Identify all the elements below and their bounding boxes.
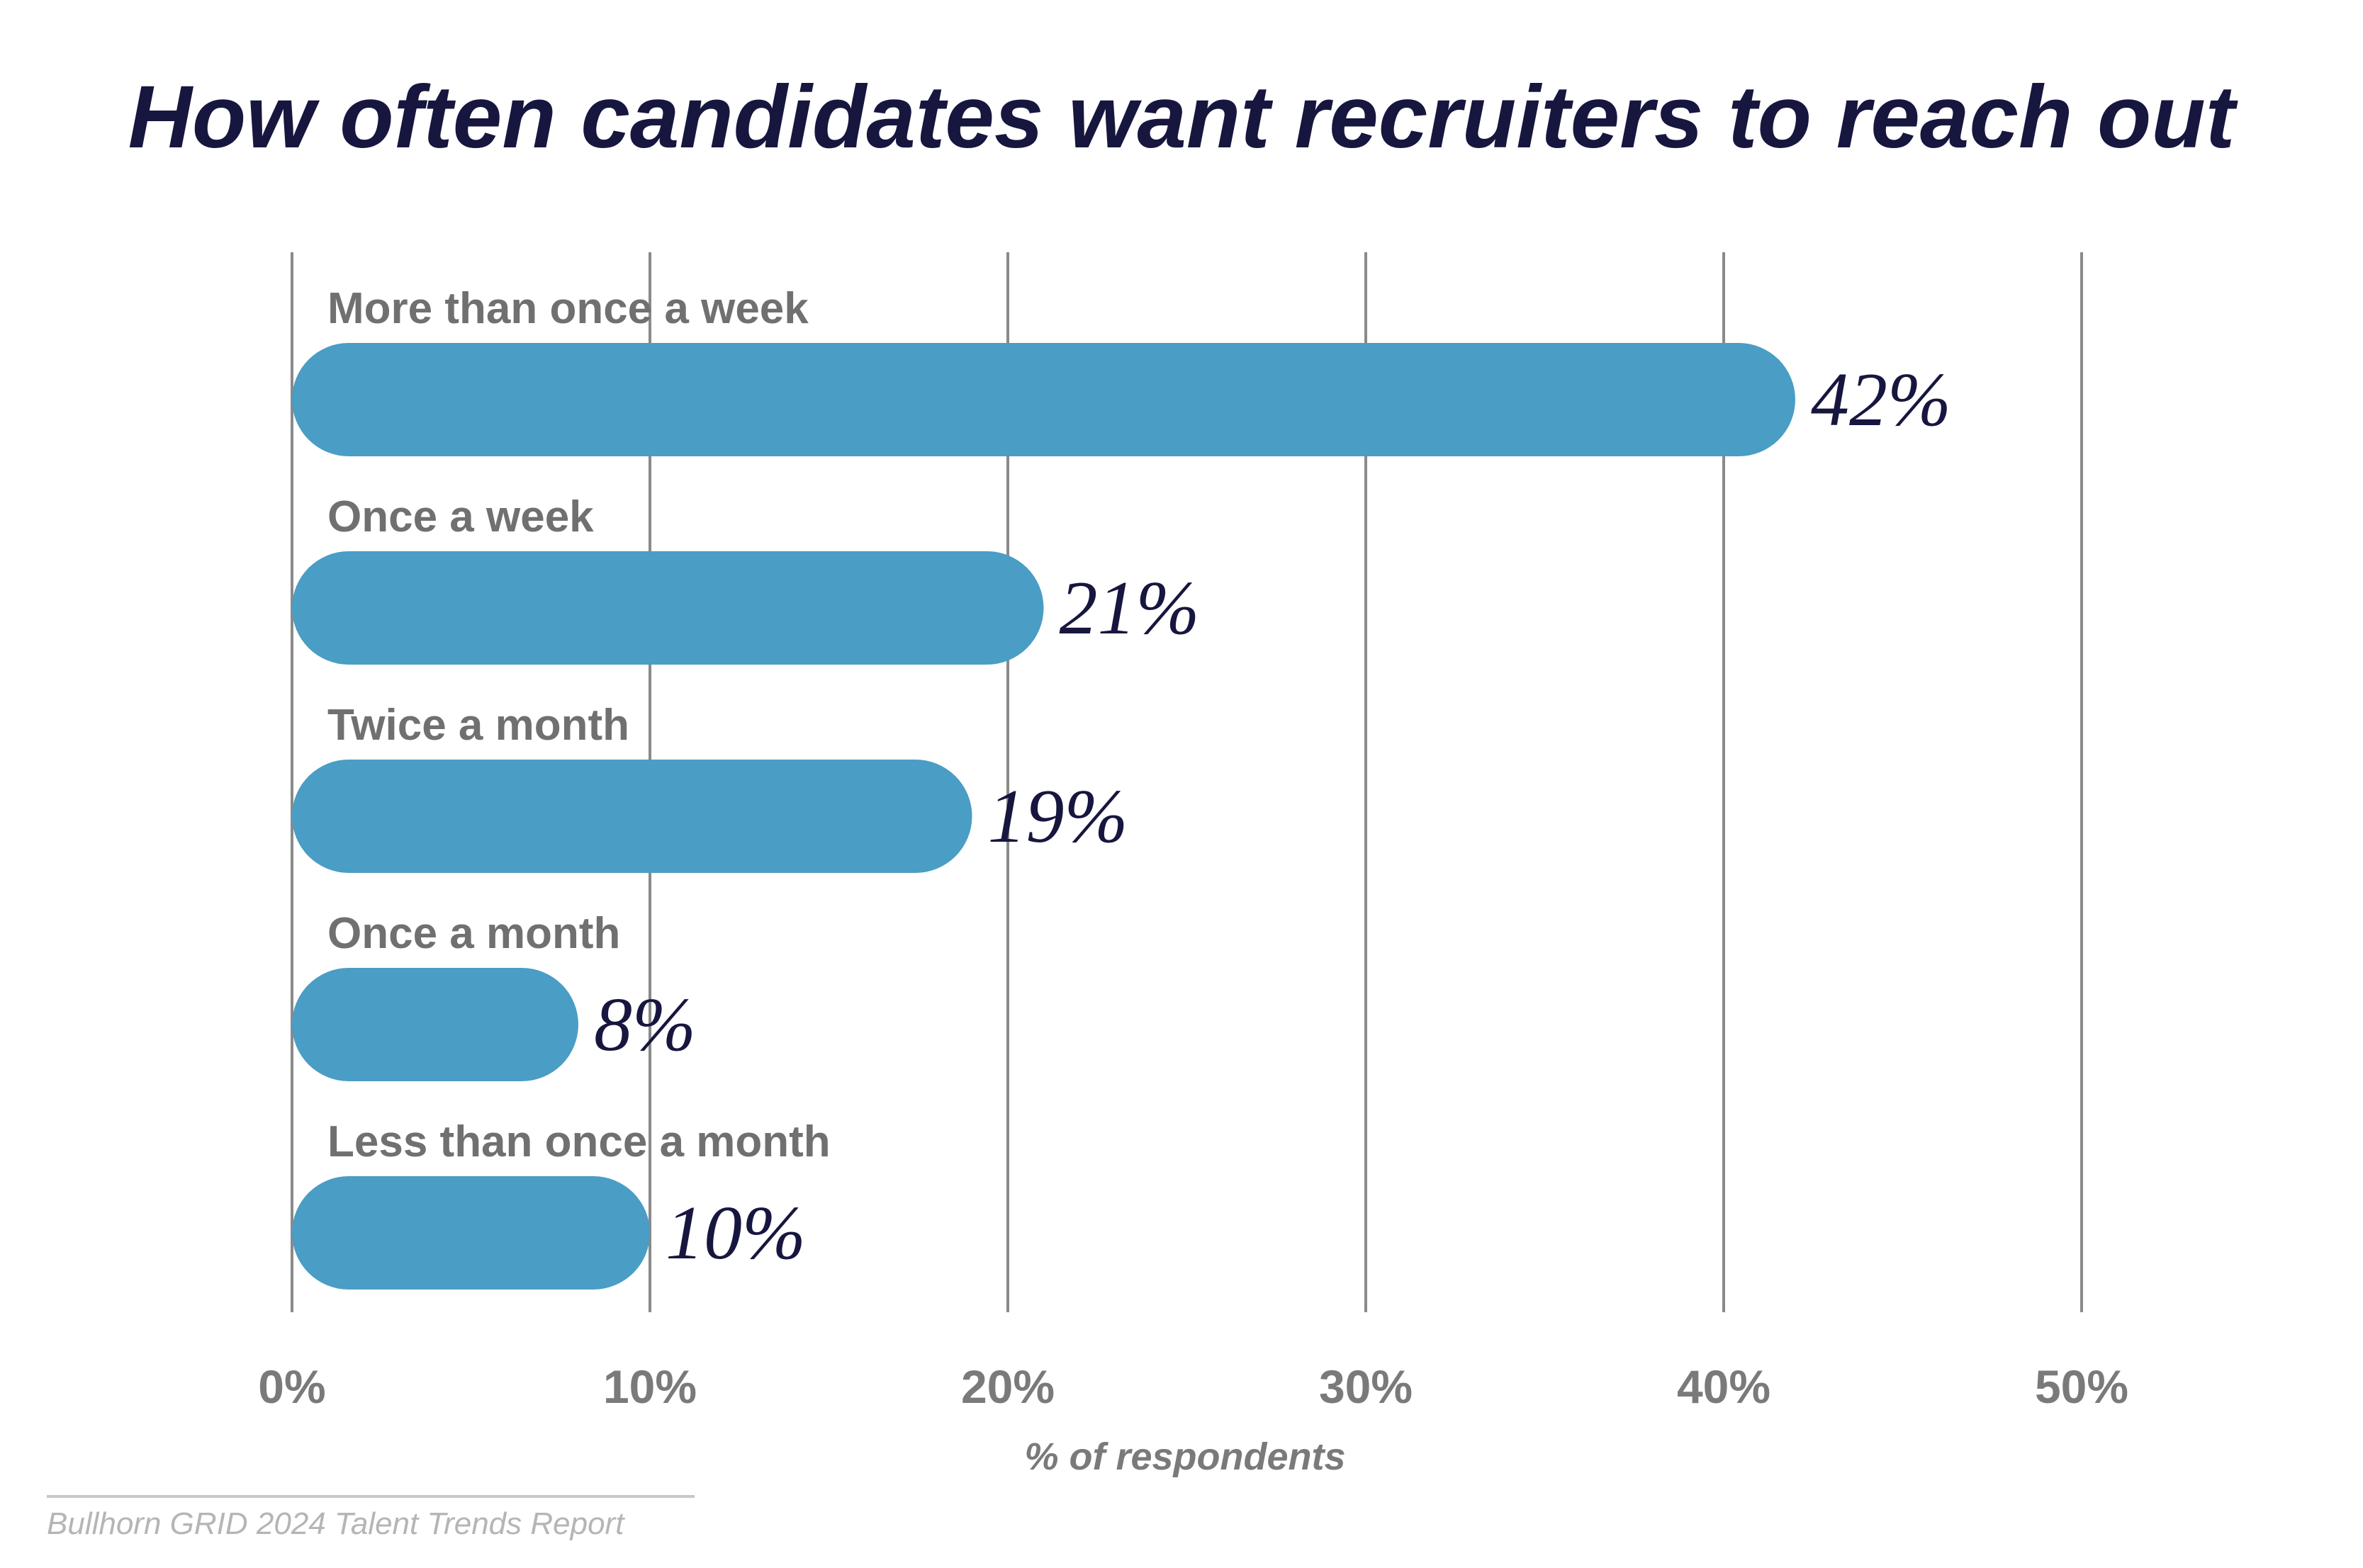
value-label: 19% (988, 774, 1128, 859)
x-tick-label: 10% (603, 1360, 697, 1413)
chart-title: How often candidates want recruiters to … (128, 68, 2238, 167)
category-label: Once a week (327, 492, 594, 541)
bar (292, 1176, 650, 1290)
category-label: More than once a week (327, 284, 809, 333)
bar (292, 343, 1795, 456)
category-label: Less than once a month (327, 1117, 831, 1166)
value-label: 42% (1811, 358, 1951, 442)
category-label: Twice a month (327, 701, 629, 750)
x-tick-label: 20% (961, 1360, 1055, 1413)
value-label: 21% (1060, 566, 1200, 650)
x-tick-label: 0% (258, 1360, 325, 1413)
category-label: Once a month (327, 909, 620, 958)
bar (292, 760, 972, 873)
x-tick-label: 30% (1319, 1360, 1413, 1413)
x-axis-label: % of respondents (1024, 1436, 1345, 1478)
x-axis-ticks: 0% 10% 20% 30% 40% 50% (258, 1360, 2128, 1413)
value-label: 10% (666, 1191, 806, 1275)
x-tick-label: 40% (1677, 1360, 1770, 1413)
bars: More than once a week 42% Once a week 21% Tw… (292, 284, 1951, 1290)
source-citation: Bullhorn GRID 2024 Talent Trends Report (47, 1506, 625, 1541)
bar (292, 551, 1044, 665)
x-tick-label: 50% (2035, 1360, 2128, 1413)
bar (292, 968, 578, 1081)
value-label: 8% (594, 983, 696, 1067)
